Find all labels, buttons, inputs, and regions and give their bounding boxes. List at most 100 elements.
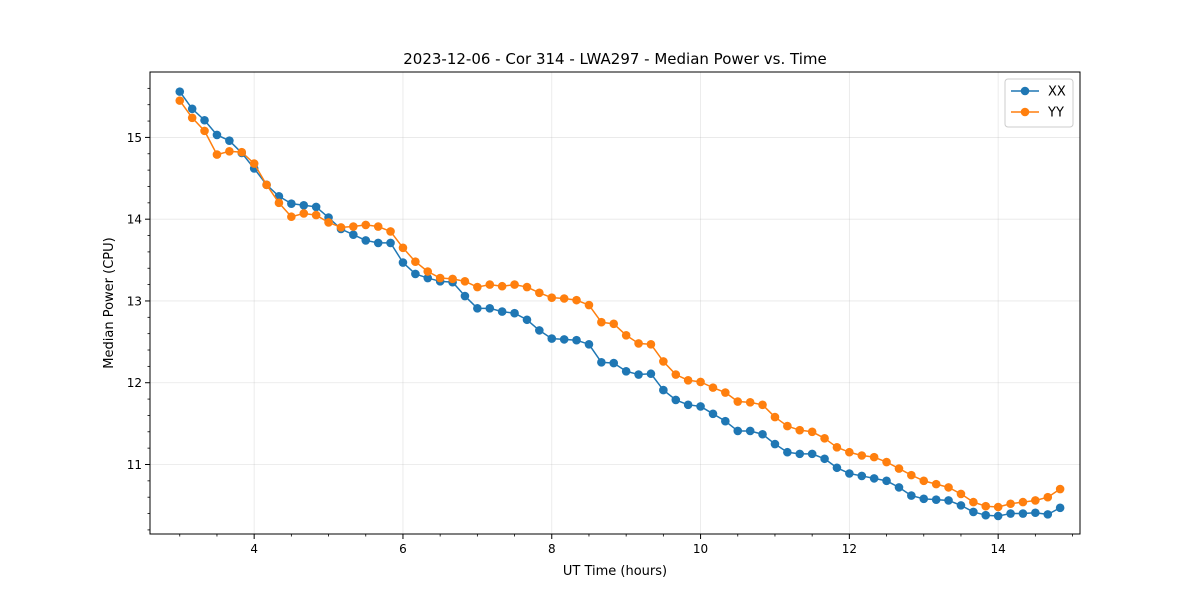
x-tick-label: 10	[693, 542, 708, 556]
data-point	[770, 439, 780, 449]
data-point	[919, 494, 929, 504]
data-point	[212, 130, 222, 140]
x-axis-label: UT Time (hours)	[563, 564, 667, 579]
series-xx	[175, 87, 1065, 521]
y-axis-label: Median Power (CPU)	[102, 237, 117, 368]
data-point	[572, 335, 581, 345]
data-point	[435, 273, 445, 283]
data-point	[187, 104, 197, 114]
chart-title: 2023-12-06 - Cor 314 - LWA297 - Median P…	[403, 50, 827, 68]
data-point	[894, 464, 904, 473]
data-point	[981, 501, 991, 511]
data-point	[671, 370, 681, 379]
legend-marker	[1020, 107, 1030, 117]
data-point	[274, 198, 284, 208]
data-point	[882, 476, 891, 486]
data-point	[559, 335, 569, 344]
data-point	[795, 449, 805, 459]
data-point	[473, 282, 482, 292]
grid	[150, 72, 1080, 534]
data-point	[919, 476, 929, 486]
data-point	[845, 447, 854, 457]
data-point	[832, 463, 842, 473]
data-point	[386, 227, 395, 236]
data-point	[696, 402, 705, 411]
x-tick-label: 12	[842, 542, 857, 556]
data-point	[634, 339, 643, 348]
data-point	[175, 87, 185, 96]
legend-entry: YY	[1011, 106, 1064, 121]
data-point	[956, 501, 966, 510]
data-point	[621, 330, 631, 340]
data-point	[237, 147, 247, 157]
data-point	[249, 159, 259, 168]
data-point	[311, 210, 321, 220]
data-point	[820, 454, 829, 464]
data-point	[584, 300, 594, 310]
x-tick-label: 6	[399, 542, 407, 556]
y-tick-label: 15	[127, 131, 142, 145]
data-point	[411, 257, 420, 267]
data-point	[212, 150, 222, 159]
x-tick-label: 8	[548, 542, 556, 556]
data-point	[993, 502, 1003, 512]
legend: XX YY	[1004, 78, 1074, 128]
data-point	[795, 425, 805, 435]
legend-marker	[1020, 86, 1030, 96]
data-point	[857, 471, 867, 481]
data-point	[832, 443, 842, 452]
data-point	[907, 470, 916, 480]
legend-label: YY	[1047, 106, 1064, 121]
data-point	[708, 409, 718, 419]
data-point	[1006, 499, 1015, 509]
x-tick-label: 4	[250, 542, 258, 556]
data-point	[349, 230, 358, 240]
data-point	[721, 416, 730, 426]
data-point	[423, 267, 433, 276]
data-point	[783, 447, 792, 457]
data-point	[411, 269, 420, 279]
data-point	[857, 451, 867, 460]
data-point	[398, 243, 408, 253]
data-point	[944, 496, 953, 505]
data-point	[1006, 509, 1015, 518]
data-point	[758, 429, 767, 439]
data-point	[547, 334, 557, 343]
data-point	[1031, 496, 1040, 505]
data-point	[324, 218, 333, 227]
y-tick-label: 13	[127, 294, 142, 308]
data-point	[311, 202, 321, 212]
data-point	[869, 474, 879, 483]
data-point	[696, 377, 705, 387]
data-point	[1043, 492, 1053, 502]
data-point	[845, 469, 854, 478]
data-point	[373, 238, 383, 248]
data-point	[175, 96, 185, 105]
data-point	[659, 357, 668, 366]
data-point	[869, 452, 879, 462]
data-point	[373, 222, 383, 231]
data-point	[969, 497, 978, 507]
data-point	[733, 426, 743, 436]
data-point	[535, 288, 544, 298]
data-point	[609, 358, 619, 368]
data-point	[485, 280, 495, 289]
data-point	[820, 434, 829, 443]
data-point	[1018, 497, 1028, 507]
data-point	[721, 388, 730, 397]
data-point	[522, 315, 532, 325]
axis-ticks: 4 6 8 10 12 14 11 12 13 14 15	[127, 87, 1073, 556]
data-point	[745, 426, 755, 436]
data-point	[299, 200, 309, 210]
data-point	[287, 212, 296, 222]
data-point	[200, 115, 209, 125]
data-point	[969, 507, 978, 517]
y-tick-label: 12	[127, 376, 142, 390]
data-point	[609, 319, 619, 329]
data-point	[361, 220, 371, 230]
data-point	[336, 223, 346, 232]
data-point	[597, 317, 606, 327]
data-point	[807, 449, 817, 459]
